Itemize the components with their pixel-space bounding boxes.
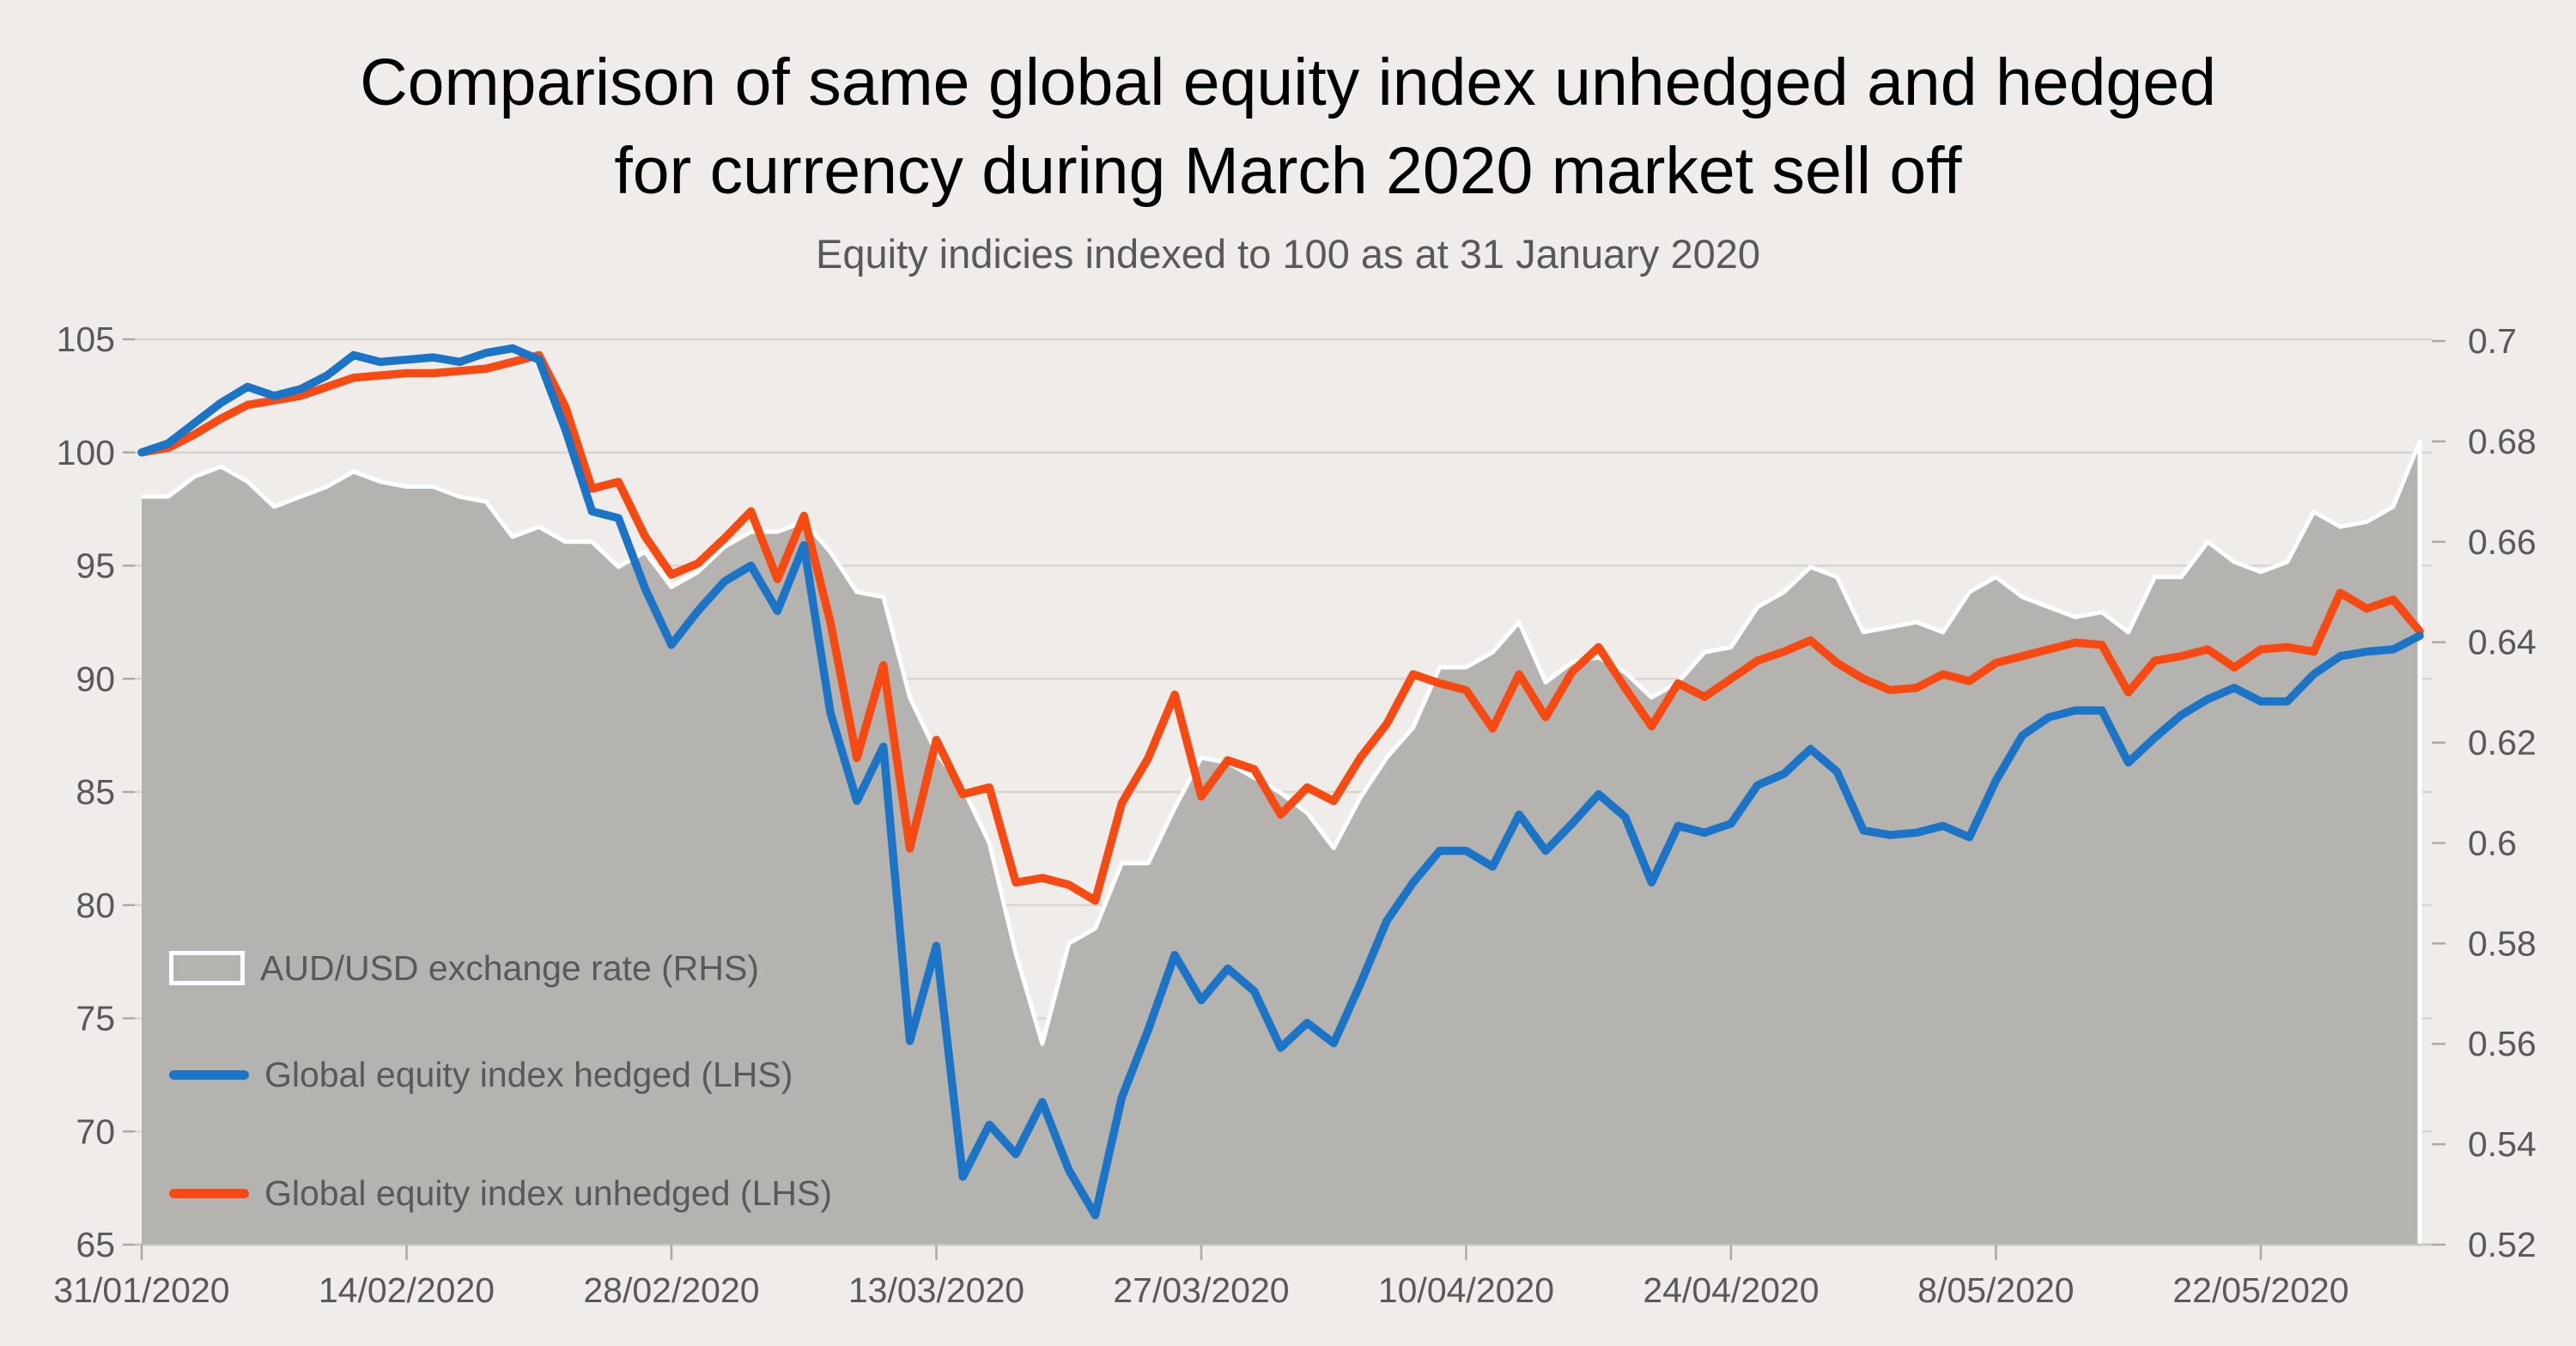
y2-axis-label: 0.52 <box>2468 1225 2537 1264</box>
y2-axis-label: 0.54 <box>2468 1124 2537 1164</box>
y2-axis-label: 0.6 <box>2468 823 2517 862</box>
y2-axis-label: 0.62 <box>2468 723 2537 763</box>
legend-label: Global equity index unhedged (LHS) <box>264 1172 832 1213</box>
hedged-index-line <box>137 344 2424 1220</box>
legend-item-hedged: Global equity index hedged (LHS) <box>169 1054 793 1095</box>
y-axis-label: 90 <box>76 659 115 698</box>
x-axis-label: 24/04/2020 <box>1643 1270 1819 1310</box>
legend-label: AUD/USD exchange rate (RHS) <box>260 947 760 988</box>
y-axis-label: 65 <box>76 1225 115 1264</box>
legend-item-unhedged: Global equity index unhedged (LHS) <box>169 1172 832 1214</box>
unhedged-index-line <box>137 350 2424 905</box>
area-swatch-icon <box>169 951 245 985</box>
aud-usd-area <box>142 441 2420 1245</box>
y-axis-label: 80 <box>76 886 115 925</box>
y-axis-label: 95 <box>76 546 115 586</box>
x-axis-label: 27/03/2020 <box>1113 1270 1289 1310</box>
x-axis-label: 22/05/2020 <box>2172 1270 2348 1310</box>
x-axis-label: 13/03/2020 <box>848 1270 1024 1310</box>
y-axis-label: 75 <box>76 999 115 1038</box>
y-axis-label: 85 <box>76 772 115 812</box>
chart-subtitle: Equity indicies indexed to 100 as at 31 … <box>815 231 1761 277</box>
y2-axis-label: 0.64 <box>2468 623 2537 662</box>
x-axis-label: 10/04/2020 <box>1378 1270 1554 1310</box>
y2-axis-label: 0.58 <box>2468 923 2537 963</box>
legend-item-aud-usd: AUD/USD exchange rate (RHS) <box>169 947 759 989</box>
orange-line-swatch-icon <box>169 1188 249 1198</box>
blue-line-swatch-icon <box>169 1069 249 1080</box>
y2-axis-label: 0.56 <box>2468 1024 2537 1063</box>
y2-axis-label: 0.7 <box>2468 321 2517 361</box>
x-axis-label: 31/01/2020 <box>53 1270 229 1310</box>
chart-title-line-1: Comparison of same global equity index u… <box>360 46 2216 119</box>
y2-axis-label: 0.66 <box>2468 522 2537 562</box>
x-axis-label: 14/02/2020 <box>319 1270 495 1310</box>
x-axis-label: 28/02/2020 <box>583 1270 759 1310</box>
y-axis-label: 70 <box>76 1112 115 1151</box>
y2-axis-label: 0.68 <box>2468 422 2537 461</box>
x-axis-label: 8/05/2020 <box>1917 1270 2074 1310</box>
y-axis-label: 105 <box>57 320 115 359</box>
chart-title-line-2: for currency during March 2020 market se… <box>614 134 1962 208</box>
chart-title-block: Comparison of same global equity index u… <box>0 0 2576 277</box>
y-axis-label: 100 <box>57 433 115 472</box>
legend-label: Global equity index hedged (LHS) <box>264 1054 793 1094</box>
